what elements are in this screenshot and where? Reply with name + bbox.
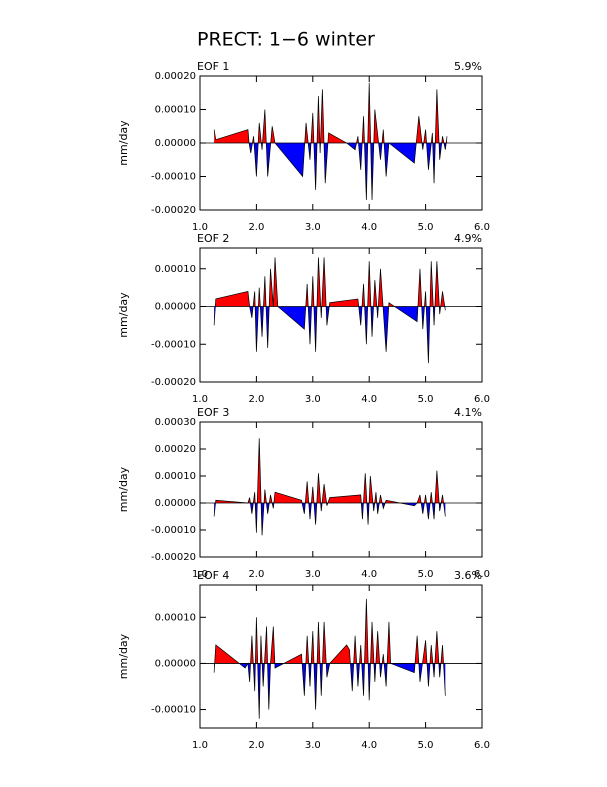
x-tick-label: 2.0 [248, 740, 264, 751]
x-tick-label: 6.0 [474, 740, 490, 751]
x-tick-label: 5.0 [418, 394, 434, 405]
y-axis-label: mm/day [117, 466, 130, 512]
plot-frame [199, 247, 483, 383]
y-tick-label: -0.00010 [151, 339, 196, 350]
x-tick-label: 1.0 [192, 222, 208, 233]
plot-frame [199, 584, 483, 729]
y-tick-label: 0.00000 [155, 498, 196, 509]
x-tick-label: 3.0 [305, 222, 321, 233]
negative-area [214, 306, 446, 364]
panel-subtitle: EOF 2 [197, 232, 229, 245]
x-tick-label: 5.0 [418, 569, 434, 580]
y-tick-label: 0.00020 [155, 71, 196, 82]
panel-annotation: 3.6% [454, 569, 482, 582]
line [213, 438, 446, 536]
line [213, 598, 446, 719]
x-tick-label: 2.0 [248, 569, 264, 580]
y-tick-label: 0.00010 [155, 105, 196, 116]
y-tick-label: 0.00000 [155, 138, 196, 149]
line [213, 82, 448, 200]
x-tick-label: 3.0 [305, 394, 321, 405]
x-tick-label: 1.0 [192, 394, 208, 405]
y-tick-label: 0.00020 [155, 444, 196, 455]
x-tick-label: 2.0 [248, 222, 264, 233]
y-tick-label: -0.00020 [151, 552, 196, 563]
y-tick-label: 0.00010 [155, 612, 196, 623]
x-tick-label: 1.0 [192, 569, 208, 580]
negative-area [214, 503, 446, 536]
y-tick-label: -0.00020 [151, 205, 196, 216]
x-tick-label: 1.0 [192, 740, 208, 751]
plot-frame [199, 75, 483, 211]
panel-subtitle: EOF 3 [197, 406, 229, 419]
x-tick-label: 3.0 [305, 740, 321, 751]
line [213, 257, 446, 364]
y-tick-label: 0.00030 [155, 417, 196, 428]
y-axis-label: mm/day [117, 120, 130, 166]
panel-subtitle: EOF 1 [197, 60, 229, 73]
y-tick-label: 0.00000 [155, 302, 196, 313]
y-axis-label: mm/day [117, 633, 130, 679]
figure-title: PRECT: 1−6 winter [197, 29, 375, 51]
y-tick-label: -0.00010 [151, 172, 196, 183]
x-tick-label: 4.0 [361, 394, 377, 405]
x-tick-label: 6.0 [474, 222, 490, 233]
y-tick-label: 0.00010 [155, 264, 196, 275]
plot-frame [199, 421, 483, 558]
x-tick-label: 6.0 [474, 569, 490, 580]
panel-subtitle: EOF 4 [197, 569, 229, 582]
panel-annotation: 5.9% [454, 60, 482, 73]
panel-annotation: 4.1% [454, 406, 482, 419]
x-tick-label: 4.0 [361, 222, 377, 233]
x-tick-label: 4.0 [361, 740, 377, 751]
y-tick-label: -0.00020 [151, 377, 196, 388]
y-tick-label: 0.00000 [155, 658, 196, 669]
y-tick-label: -0.00010 [151, 525, 196, 536]
y-axis-label: mm/day [117, 292, 130, 338]
x-tick-label: 3.0 [305, 569, 321, 580]
y-tick-label: -0.00010 [151, 705, 196, 716]
x-tick-label: 5.0 [418, 222, 434, 233]
x-tick-label: 5.0 [418, 740, 434, 751]
x-tick-label: 6.0 [474, 394, 490, 405]
panel-annotation: 4.9% [454, 232, 482, 245]
x-tick-label: 4.0 [361, 569, 377, 580]
x-tick-label: 2.0 [248, 394, 264, 405]
positive-area [214, 257, 446, 307]
y-tick-label: 0.00010 [155, 471, 196, 482]
